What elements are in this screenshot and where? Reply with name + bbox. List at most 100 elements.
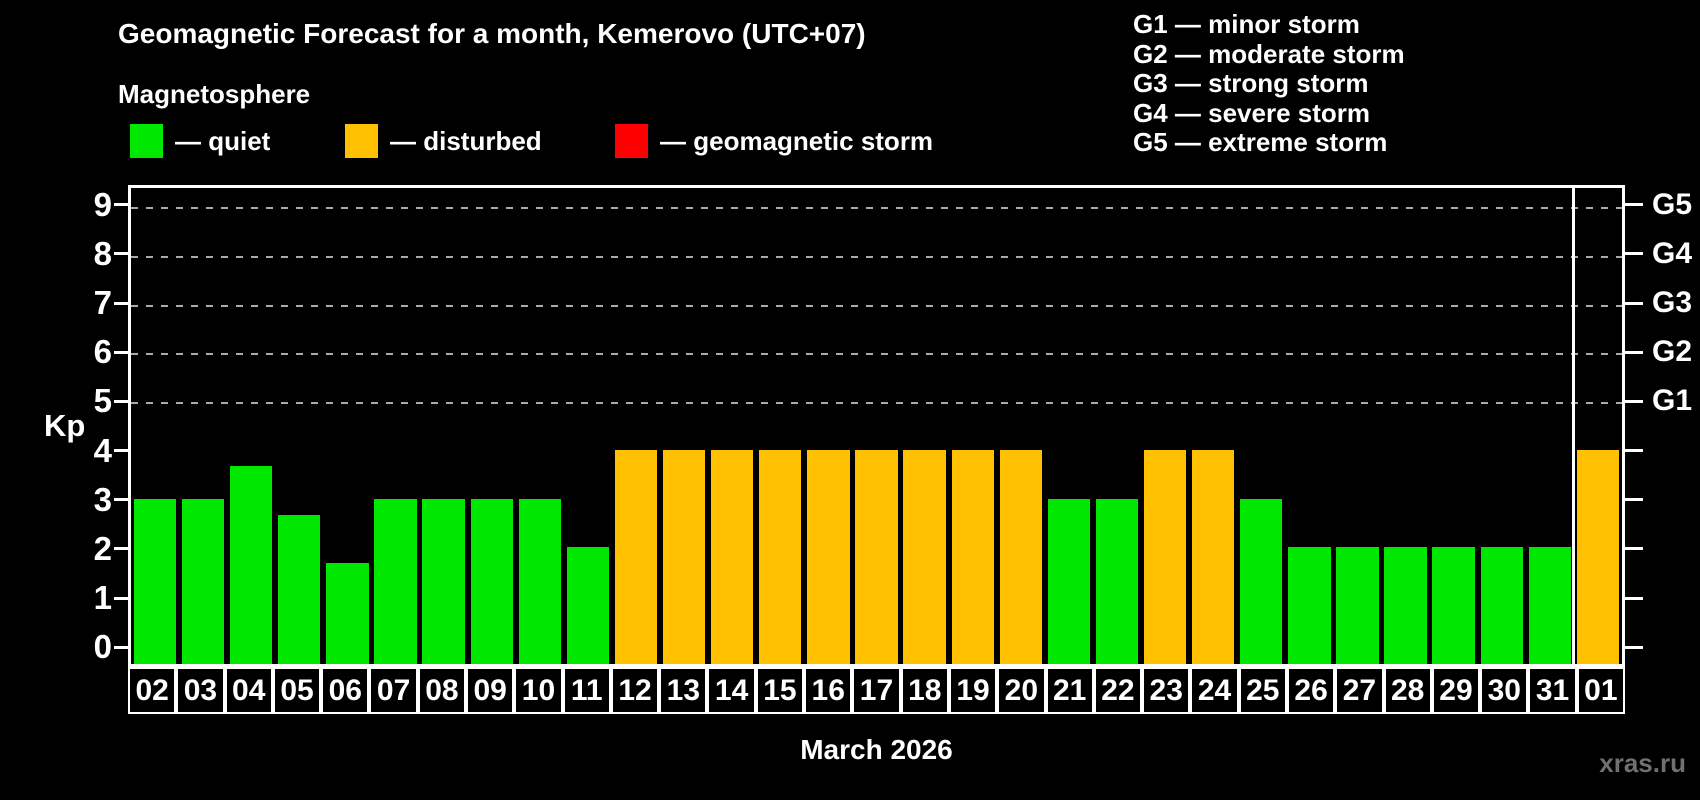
date-cell-31: 31 — [1528, 667, 1577, 714]
y-tick-label-4: 4 — [93, 431, 112, 469]
bar-day-07 — [374, 498, 417, 664]
legend-label-storm: — geomagnetic storm — [660, 125, 934, 156]
left-tick-kp-0 — [114, 645, 128, 649]
legend-label-disturbed: — disturbed — [390, 125, 542, 156]
bar-day-23 — [1143, 450, 1187, 664]
bar-day-09 — [470, 498, 513, 664]
bar-day-25 — [1240, 498, 1283, 664]
g-axis-label-g5: G5 — [1652, 187, 1693, 221]
date-cell-17: 17 — [852, 667, 901, 714]
plot-area — [128, 185, 1625, 667]
left-tick-kp-3 — [114, 498, 128, 502]
right-tick-kp-9 — [1625, 203, 1643, 207]
date-cell-12: 12 — [610, 667, 660, 714]
date-cell-25: 25 — [1238, 667, 1287, 714]
bar-day-06 — [326, 563, 369, 664]
date-cell-22: 22 — [1093, 667, 1143, 714]
chart-title: Geomagnetic Forecast for a month, Kemero… — [118, 18, 866, 49]
bar-day-30 — [1480, 547, 1523, 664]
left-tick-kp-2 — [114, 547, 128, 551]
date-cell-23: 23 — [1142, 667, 1191, 714]
g-legend-line-5: G5 — extreme storm — [1133, 127, 1388, 157]
y-tick-label-3: 3 — [93, 480, 112, 518]
g-legend-line-3: G3 — strong storm — [1133, 68, 1369, 98]
right-tick-kp-2 — [1625, 547, 1643, 551]
bar-day-05 — [278, 514, 321, 664]
y-tick-label-5: 5 — [93, 382, 112, 420]
bar-day-26 — [1288, 547, 1331, 664]
g-legend-line-2: G2 — moderate storm — [1133, 38, 1405, 69]
storm-color-swatch-icon — [615, 124, 648, 158]
y-tick-label-6: 6 — [93, 333, 112, 371]
bar-day-15 — [759, 450, 802, 664]
g-axis-label-g3: G3 — [1652, 286, 1693, 320]
date-cell-04: 04 — [224, 667, 273, 714]
g-axis-label-g4: G4 — [1652, 236, 1693, 270]
date-cell-20: 20 — [997, 667, 1046, 714]
left-tick-kp-4 — [114, 449, 128, 453]
y-tick-label-0: 0 — [93, 628, 112, 666]
bar-day-04 — [230, 466, 273, 664]
magnetosphere-legend-title: Magnetosphere — [118, 79, 311, 109]
disturbed-color-swatch-icon — [345, 124, 378, 158]
bar-day-17 — [855, 450, 898, 664]
right-tick-kp-0 — [1625, 645, 1643, 649]
gridline-kp-5 — [131, 401, 1622, 404]
gridline-kp-8 — [131, 256, 1622, 258]
status-legend: — quiet — disturbed — geomagnetic storm — [0, 124, 1100, 162]
bar-day-02 — [133, 498, 177, 664]
date-cell-10: 10 — [514, 667, 563, 714]
date-cell-05: 05 — [272, 667, 322, 714]
bar-day-18 — [903, 450, 946, 664]
y-axis-title: Kp — [44, 408, 86, 443]
date-cell-02: 02 — [128, 667, 177, 714]
y-tick-label-7: 7 — [93, 284, 112, 322]
left-tick-kp-9 — [114, 203, 128, 207]
x-axis-title: March 2026 — [800, 734, 953, 765]
right-tick-kp-1 — [1625, 596, 1643, 600]
g-legend-line-1: G1 — minor storm — [1133, 9, 1360, 39]
bar-day-29 — [1432, 547, 1475, 664]
date-cell-13: 13 — [659, 667, 708, 714]
date-cell-19: 19 — [948, 667, 998, 714]
bar-day-19 — [951, 450, 994, 664]
legend-label-quiet: — quiet — [175, 125, 271, 156]
date-cell-26: 26 — [1286, 667, 1336, 714]
left-tick-kp-6 — [114, 350, 128, 354]
bar-day-16 — [807, 450, 850, 664]
date-cell-24: 24 — [1190, 667, 1239, 714]
left-tick-kp-1 — [114, 596, 128, 600]
bar-day-28 — [1384, 547, 1427, 664]
date-cell-21: 21 — [1045, 667, 1094, 714]
date-cell-30: 30 — [1480, 667, 1529, 714]
right-tick-kp-3 — [1625, 498, 1643, 502]
y-tick-label-8: 8 — [93, 234, 112, 272]
left-tick-kp-8 — [114, 252, 128, 256]
right-tick-kp-8 — [1625, 252, 1643, 256]
y-tick-label-2: 2 — [93, 529, 112, 567]
left-tick-kp-7 — [114, 301, 128, 305]
right-tick-kp-7 — [1625, 301, 1643, 305]
bar-day-03 — [181, 498, 225, 664]
legend-item-disturbed: — disturbed — [345, 124, 542, 158]
date-cell-07: 07 — [369, 667, 418, 714]
month-separator-line — [1572, 188, 1576, 664]
g-axis-label-g1: G1 — [1652, 384, 1693, 418]
date-cell-28: 28 — [1383, 667, 1432, 714]
bar-day-27 — [1336, 547, 1379, 664]
bar-day-10 — [518, 498, 561, 664]
gridline-kp-7 — [131, 304, 1622, 307]
left-tick-kp-5 — [114, 399, 128, 403]
right-tick-kp-4 — [1625, 449, 1643, 453]
gridline-kp-6 — [131, 353, 1622, 356]
right-tick-kp-5 — [1625, 399, 1643, 403]
bar-day-01 — [1576, 450, 1620, 664]
date-cell-09: 09 — [466, 667, 515, 714]
date-cell-06: 06 — [321, 667, 370, 714]
g-axis-label-g2: G2 — [1652, 335, 1693, 369]
date-cell-01: 01 — [1576, 667, 1625, 714]
legend-item-quiet: — quiet — [130, 124, 270, 158]
bar-day-20 — [999, 450, 1042, 664]
date-cell-29: 29 — [1431, 667, 1481, 714]
